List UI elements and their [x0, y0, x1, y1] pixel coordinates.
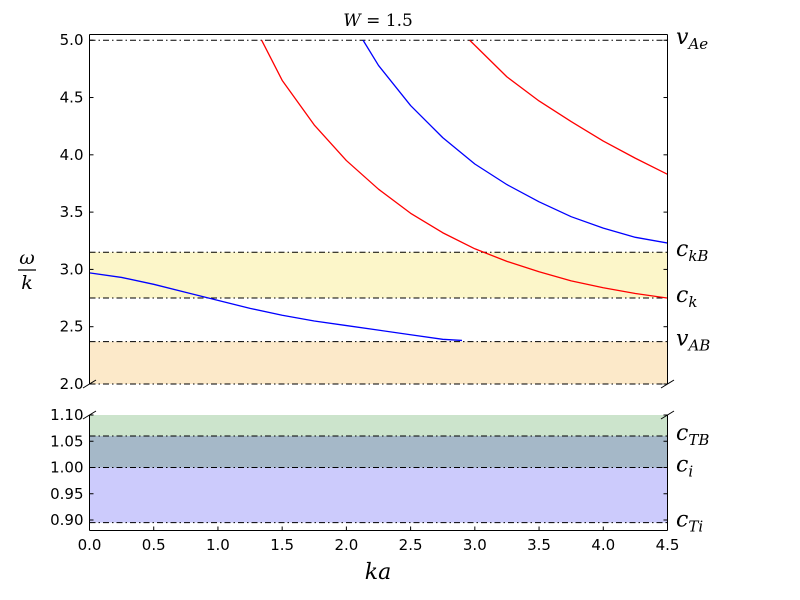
series-line-2 [469, 39, 667, 175]
axis-break-marks [82, 379, 675, 420]
series-line-1 [362, 39, 667, 244]
reference-lines [89, 39, 668, 524]
reference-label-7: cTi [676, 508, 703, 536]
title-value: 1.5 [386, 11, 413, 31]
x-tick-label: 1.0 [206, 536, 230, 554]
y-label-numerator: ω [19, 247, 35, 269]
lower-panel-bands [89, 415, 668, 523]
series-line-0 [261, 39, 667, 299]
shaded-band-2 [89, 415, 668, 436]
upper-panel-bands [89, 252, 668, 384]
shaded-band-3 [89, 436, 668, 468]
reference-label-5: cTB [676, 421, 709, 449]
x-tick-label: 0.5 [142, 536, 166, 554]
x-tick-label: 2.5 [399, 536, 423, 554]
reference-label-6: ci [676, 453, 693, 481]
y-tick-label: 0.90 [50, 511, 83, 529]
chart-title: W = 1.5 [343, 11, 413, 31]
reference-label-3: vAB [676, 327, 710, 355]
title-equals: = [361, 11, 386, 31]
x-tick-label: 1.5 [270, 536, 294, 554]
y-tick-label: 1.00 [50, 459, 83, 477]
y-tick-label: 2.0 [60, 375, 84, 393]
reference-label-1: ckB [676, 237, 708, 265]
y-tick-label: 4.0 [60, 146, 84, 164]
x-tick-label: 3.5 [527, 536, 551, 554]
y-tick-label: 1.05 [50, 432, 83, 450]
x-tick-label: 3.0 [463, 536, 487, 554]
y-label-denominator: k [21, 272, 33, 294]
x-tick-label: 4.5 [656, 536, 680, 554]
x-axis-ticks: 0.0 0.5 1.0 1.5 2.0 2.5 3.0 3.5 4.0 4.5 [78, 526, 680, 554]
title-variable: W [343, 11, 362, 31]
y-tick-label: 5.0 [60, 31, 84, 49]
reference-label-0: vAe [676, 25, 708, 53]
shaded-band-4 [89, 467, 668, 523]
series-line-3 [89, 272, 463, 342]
y-tick-label: 2.5 [60, 318, 84, 336]
reference-labels: vAe ckB ck vAB cTB ci cTi [676, 25, 710, 535]
upper-axes-frame [89, 34, 668, 384]
upper-y-axis-ticks: 2.0 2.5 3.0 3.5 4.0 4.5 5.0 [60, 31, 668, 393]
y-tick-label: 1.10 [50, 406, 83, 424]
x-tick-label: 2.0 [334, 536, 358, 554]
lower-axes-frame [89, 415, 668, 531]
y-tick-label: 4.5 [60, 89, 84, 107]
x-axis-label: ka [365, 560, 391, 585]
shaded-band-1 [89, 341, 668, 384]
lower-y-axis-ticks: 0.90 0.95 1.00 1.05 1.10 [50, 406, 668, 529]
x-tick-label: 0.0 [78, 536, 102, 554]
y-axis-label: ω k [18, 247, 36, 294]
y-tick-label: 3.5 [60, 203, 84, 221]
reference-label-2: ck [676, 283, 697, 311]
y-tick-label: 0.95 [50, 485, 83, 503]
shaded-band-0 [89, 252, 668, 299]
series-lines [89, 39, 667, 342]
x-tick-label: 4.0 [591, 536, 615, 554]
y-tick-label: 3.0 [60, 260, 84, 278]
